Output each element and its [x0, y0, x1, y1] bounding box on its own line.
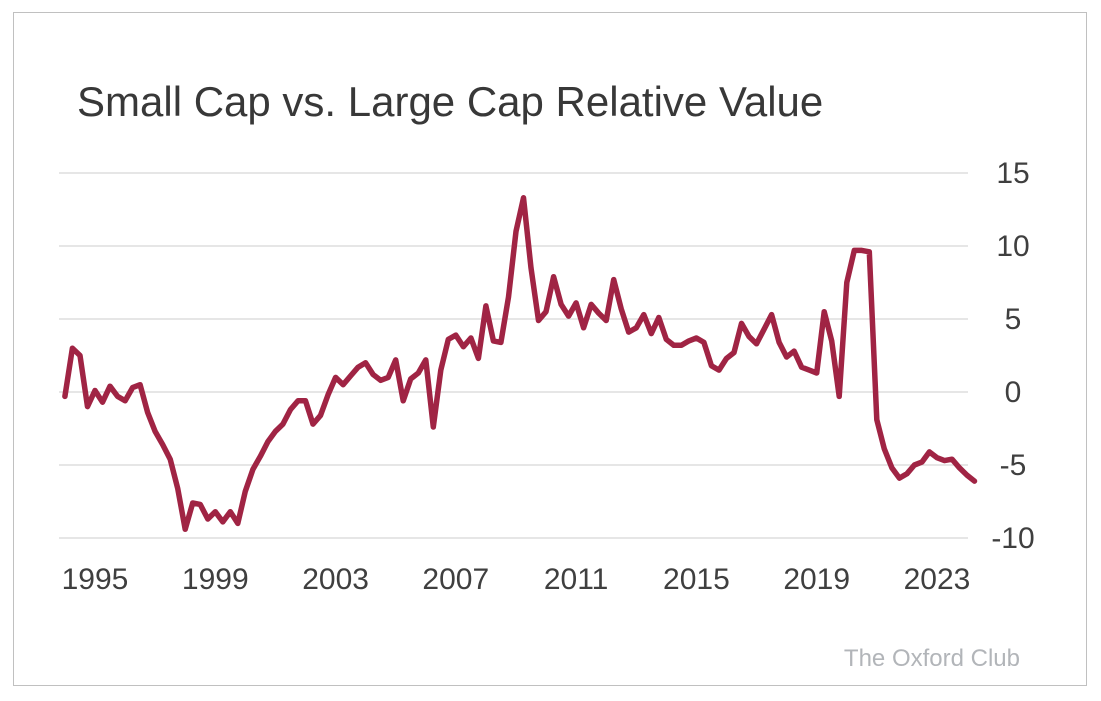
- y-tick-label: -5: [1000, 449, 1027, 482]
- x-tick-label: 2023: [904, 563, 971, 596]
- relative-value-series-line: [62, 195, 978, 532]
- y-tick-label: 0: [1005, 376, 1022, 409]
- x-tick-label: 1995: [62, 563, 129, 596]
- y-tick-label: 15: [996, 157, 1029, 190]
- x-tick-label: 2019: [783, 563, 850, 596]
- x-tick-label: 2011: [544, 563, 609, 596]
- chart-title: Small Cap vs. Large Cap Relative Value: [77, 78, 824, 125]
- x-tick-label: 2003: [302, 563, 369, 596]
- chart-card: Small Cap vs. Large Cap Relative Value T…: [13, 12, 1087, 686]
- x-tick-label: 2015: [663, 563, 730, 596]
- y-tick-label: 5: [1005, 303, 1022, 336]
- attribution-text: The Oxford Club: [843, 645, 1020, 672]
- y-tick-label: 10: [996, 230, 1029, 263]
- x-tick-label: 2007: [422, 563, 489, 596]
- x-tick-label: 1999: [182, 563, 249, 596]
- y-tick-label: -10: [991, 522, 1034, 555]
